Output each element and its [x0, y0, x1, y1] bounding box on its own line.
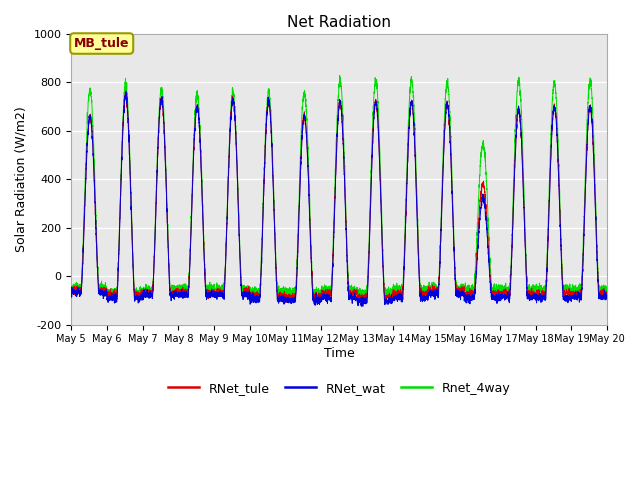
RNet_wat: [429, 294, 437, 300]
RNet_tule: [603, 291, 611, 297]
Rnet_4way: [336, 72, 344, 78]
Rnet_4way: [164, 222, 172, 228]
RNet_tule: [319, 290, 327, 296]
Rnet_4way: [280, 298, 287, 303]
RNet_tule: [490, 289, 497, 295]
Text: MB_tule: MB_tule: [74, 37, 129, 50]
RNet_wat: [460, 289, 467, 295]
RNet_wat: [319, 295, 327, 300]
Rnet_4way: [460, 285, 467, 290]
Legend: RNet_tule, RNet_wat, Rnet_4way: RNet_tule, RNet_wat, Rnet_4way: [163, 377, 516, 400]
RNet_wat: [122, 89, 129, 95]
Line: RNet_tule: RNet_tule: [71, 91, 607, 303]
RNet_wat: [603, 296, 611, 301]
Y-axis label: Solar Radiation (W/m2): Solar Radiation (W/m2): [15, 107, 28, 252]
RNet_wat: [603, 294, 611, 300]
RNet_wat: [490, 297, 497, 302]
RNet_tule: [122, 88, 130, 94]
RNet_tule: [164, 228, 172, 234]
RNet_wat: [164, 228, 172, 234]
Line: Rnet_4way: Rnet_4way: [71, 75, 607, 300]
RNet_tule: [460, 288, 467, 293]
RNet_tule: [603, 288, 611, 294]
Rnet_4way: [319, 286, 327, 291]
RNet_tule: [67, 284, 75, 290]
Title: Net Radiation: Net Radiation: [287, 15, 391, 30]
Rnet_4way: [603, 284, 611, 289]
Rnet_4way: [67, 287, 75, 292]
X-axis label: Time: Time: [324, 347, 355, 360]
RNet_wat: [67, 290, 75, 296]
RNet_tule: [429, 289, 437, 295]
RNet_wat: [358, 303, 365, 309]
Line: RNet_wat: RNet_wat: [71, 92, 607, 306]
Rnet_4way: [603, 288, 611, 294]
Rnet_4way: [429, 286, 437, 291]
Rnet_4way: [490, 282, 497, 288]
RNet_tule: [385, 300, 393, 306]
